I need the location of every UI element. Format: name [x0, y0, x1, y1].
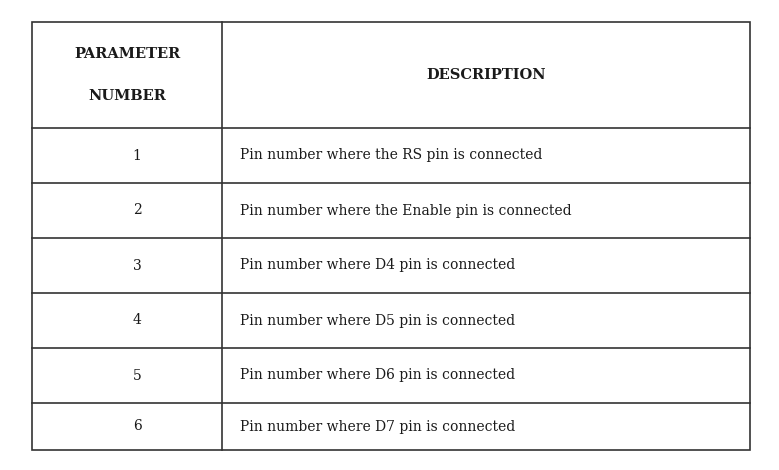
- Text: PARAMETER

NUMBER: PARAMETER NUMBER: [74, 47, 180, 102]
- Text: 4: 4: [132, 313, 142, 328]
- Text: 6: 6: [132, 420, 142, 433]
- Text: 3: 3: [132, 258, 142, 273]
- Text: Pin number where D5 pin is connected: Pin number where D5 pin is connected: [240, 313, 516, 328]
- Text: 2: 2: [132, 204, 142, 218]
- Text: Pin number where D7 pin is connected: Pin number where D7 pin is connected: [240, 420, 516, 433]
- Text: Pin number where the RS pin is connected: Pin number where the RS pin is connected: [240, 149, 543, 163]
- Text: 1: 1: [132, 149, 142, 163]
- Text: Pin number where D6 pin is connected: Pin number where D6 pin is connected: [240, 368, 516, 383]
- Text: Pin number where the Enable pin is connected: Pin number where the Enable pin is conne…: [240, 204, 572, 218]
- Text: DESCRIPTION: DESCRIPTION: [426, 68, 546, 82]
- Text: Pin number where D4 pin is connected: Pin number where D4 pin is connected: [240, 258, 516, 273]
- Text: 5: 5: [132, 368, 142, 383]
